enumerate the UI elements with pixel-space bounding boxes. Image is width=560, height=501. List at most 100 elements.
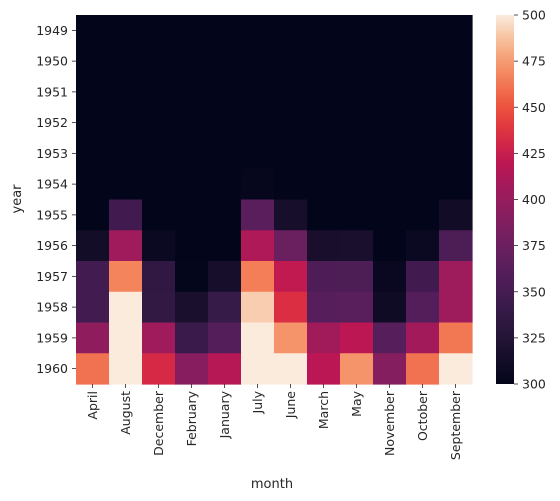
x-axis-label: month [251,477,293,492]
y-tick-label: 1953 [36,146,68,161]
x-tick-label: July [250,390,265,414]
heatmap-cell [208,76,242,108]
heatmap-cell [340,168,374,201]
heatmap-cell [208,353,242,385]
heatmap-cell [241,15,275,47]
heatmap-cell [373,230,407,262]
heatmap-cell [109,45,143,78]
heatmap-cell [373,261,407,293]
x-tick-label: September [448,390,463,460]
heatmap-cell [109,291,143,324]
heatmap-cell [109,168,143,201]
x-tick-label: December [151,390,166,456]
y-tick-label: 1957 [36,269,68,284]
colorbar-tick-label: 425 [522,146,546,161]
x-tick-label: April [85,391,100,420]
heatmap-cell [439,138,473,170]
heatmap-cell [373,15,407,47]
x-tick-labels: April August December February January July Ju… [85,384,463,460]
heatmap-cell [439,15,473,47]
heatmap-cell [439,76,473,108]
heatmap-cell [406,168,440,201]
heatmap-cell [241,107,275,139]
heatmap-cell [208,322,242,354]
heatmap-cell [307,199,341,231]
heatmap-cell [373,168,407,201]
heatmap-cell [241,168,275,201]
x-tick-label: October [415,390,430,441]
heatmap-cell [109,322,143,354]
heatmap-cell [373,45,407,78]
y-tick-labels: 1949 1950 1951 1952 1953 1954 1955 1956 1957 1958… [36,23,76,376]
heatmap-cell [406,353,440,385]
heatmap-cell [208,45,242,78]
heatmap-cell [373,199,407,231]
heatmap-cell [373,353,407,385]
heatmap-cell [274,261,308,293]
heatmap-cell [241,291,275,324]
heatmap-cell [406,230,440,262]
heatmap-cell [208,230,242,262]
heatmap-cell [439,199,473,231]
y-tick-label: 1952 [36,115,68,130]
heatmap-cell [241,353,275,385]
heatmap-cell [274,353,308,385]
heatmap-cell [208,107,242,139]
heatmap-cell [274,199,308,231]
heatmap-cell [76,291,110,324]
heatmap-cell [208,291,242,324]
heatmap-cell [76,15,110,47]
y-tick-label: 1958 [36,300,68,315]
heatmap-cell [373,138,407,170]
heatmap-cell [175,199,209,231]
heatmap-cell [76,76,110,108]
heatmap-cell [373,107,407,139]
y-tick-label: 1950 [36,54,68,69]
heatmap-cell [274,322,308,354]
heatmap-cell [208,168,242,201]
heatmap-cell [142,15,176,47]
heatmap-cell [373,76,407,108]
heatmap-cell [406,107,440,139]
heatmap-cell [439,261,473,293]
heatmap-cell [340,322,374,354]
y-tick-label: 1959 [36,330,68,345]
heatmap-cell [76,45,110,78]
heatmap-cell [241,199,275,231]
heatmap-cell [307,138,341,170]
heatmap-cell [241,76,275,108]
heatmap-cell [406,76,440,108]
heatmap-cell [142,168,176,201]
heatmap-cell [175,261,209,293]
heatmap-cell [439,107,473,139]
heatmap-cell [142,45,176,78]
y-tick-label: 1951 [36,84,68,99]
heatmap-cell [307,322,341,354]
heatmap-cell [109,199,143,231]
heatmap-cell [340,45,374,78]
heatmap-cell [274,138,308,170]
heatmap-cell [175,230,209,262]
heatmap-cell [76,168,110,201]
heatmap-cell [307,168,341,201]
heatmap-cell [406,261,440,293]
heatmap-cell [340,138,374,170]
heatmap-cell [274,291,308,324]
heatmap-cell [175,45,209,78]
heatmap-cell [340,230,374,262]
heatmap-cell [340,76,374,108]
y-tick-label: 1949 [36,23,68,38]
heatmap-cell [175,168,209,201]
heatmap-cell [142,138,176,170]
colorbar-tick-label: 475 [522,54,546,69]
heatmap-cell [340,353,374,385]
colorbar [496,15,514,384]
heatmap-cell [142,76,176,108]
heatmap-cell [241,322,275,354]
heatmap-cell [175,107,209,139]
colorbar-tick-label: 325 [522,330,546,345]
heatmap-cell [340,107,374,139]
heatmap-cell [274,230,308,262]
heatmap-cell [142,322,176,354]
